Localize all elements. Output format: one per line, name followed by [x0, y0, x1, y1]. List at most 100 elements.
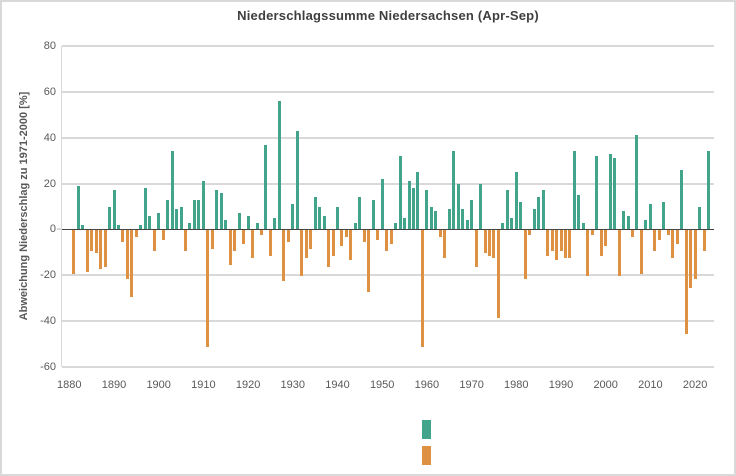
- bar: [523, 230, 527, 279]
- bar: [563, 230, 567, 258]
- bar: [403, 217, 407, 230]
- bar: [273, 217, 277, 230]
- bar: [698, 206, 702, 230]
- bar: [555, 230, 559, 261]
- bar: [653, 230, 657, 252]
- bar: [689, 230, 693, 288]
- bar: [671, 230, 675, 258]
- bar: [577, 195, 581, 230]
- legend-swatch-negative: [422, 446, 431, 465]
- bar: [666, 230, 670, 235]
- bar: [541, 190, 545, 230]
- y-tick-label: -40: [40, 315, 56, 328]
- bar: [407, 181, 411, 230]
- bar: [353, 222, 357, 230]
- chart-title: Niederschlagssumme Niedersachsen (Apr-Se…: [237, 8, 539, 23]
- bar: [707, 151, 710, 230]
- bar: [260, 230, 263, 235]
- bar: [318, 206, 322, 230]
- bar: [644, 220, 648, 230]
- x-tick-label: 1980: [504, 379, 529, 391]
- bar: [148, 215, 152, 230]
- x-tick-label: 1890: [101, 379, 127, 391]
- bar: [514, 172, 518, 230]
- bar: [474, 230, 478, 268]
- bar: [376, 230, 380, 240]
- bar: [635, 135, 639, 230]
- x-tick-label: 1910: [191, 379, 216, 391]
- bar: [505, 190, 509, 230]
- bar: [268, 230, 272, 256]
- bar: [443, 230, 447, 258]
- x-tick-label: 2000: [593, 379, 618, 391]
- bar: [479, 183, 483, 230]
- bar: [313, 197, 317, 230]
- bar: [215, 190, 219, 230]
- bar: [327, 230, 331, 268]
- bar: [139, 224, 143, 230]
- bar: [291, 204, 295, 230]
- bar: [631, 230, 635, 238]
- bar: [224, 220, 228, 230]
- bar: [175, 208, 179, 230]
- bar: [568, 230, 572, 258]
- bar: [461, 208, 465, 230]
- bar: [72, 230, 76, 274]
- bar: [322, 215, 326, 230]
- bar: [429, 206, 433, 230]
- bar: [590, 230, 594, 235]
- bar: [546, 230, 550, 256]
- bar: [519, 201, 523, 230]
- bar: [537, 197, 541, 230]
- bar: [206, 230, 210, 348]
- bar: [662, 201, 666, 230]
- x-tick-label: 1940: [325, 379, 350, 391]
- bar: [434, 211, 438, 230]
- bar: [130, 230, 134, 297]
- bar: [76, 185, 80, 230]
- bar: [197, 199, 201, 230]
- y-axis-label: Abweichung Niederschlag zu 1971-2000 [%]: [18, 91, 30, 321]
- legend-swatch-positive: [422, 420, 431, 439]
- bar: [385, 230, 389, 252]
- y-tick-label: -20: [40, 269, 56, 282]
- bar: [81, 224, 85, 230]
- bar: [608, 153, 612, 230]
- bar: [121, 230, 125, 242]
- bar: [452, 151, 456, 230]
- bar: [304, 230, 308, 258]
- bar: [572, 151, 576, 230]
- bar: [411, 188, 415, 230]
- gridline: [62, 136, 714, 139]
- bar: [331, 230, 335, 256]
- bar: [371, 199, 375, 230]
- bar: [99, 230, 103, 270]
- y-tick-label: 0: [49, 223, 56, 236]
- bar: [152, 230, 156, 252]
- x-tick-label: 2010: [638, 379, 663, 391]
- bar: [456, 183, 460, 230]
- bar: [192, 199, 196, 230]
- bar: [264, 144, 268, 230]
- bar: [112, 190, 116, 230]
- bar: [116, 224, 120, 230]
- y-tick-label: -60: [40, 361, 56, 373]
- bar: [617, 230, 621, 277]
- gridline: [62, 366, 714, 368]
- bar: [90, 230, 94, 252]
- bar: [210, 230, 214, 249]
- bar: [237, 213, 241, 230]
- bar: [295, 130, 299, 230]
- bar: [157, 213, 161, 230]
- x-tick-label: 1960: [414, 379, 440, 391]
- bar: [251, 230, 255, 258]
- bar: [286, 230, 290, 242]
- bar: [367, 230, 371, 293]
- bar: [349, 230, 353, 261]
- bar: [170, 151, 174, 230]
- x-tick-label: 1930: [280, 379, 306, 391]
- bar: [277, 101, 281, 230]
- bar: [680, 169, 684, 230]
- bar: [447, 208, 451, 230]
